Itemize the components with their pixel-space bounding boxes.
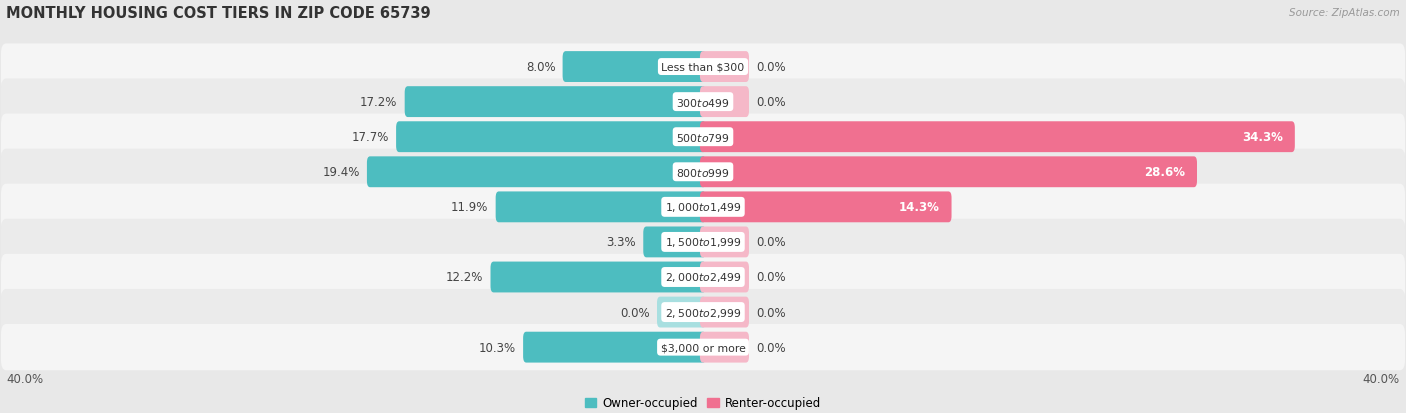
Text: 8.0%: 8.0% (526, 61, 555, 74)
FancyBboxPatch shape (1, 79, 1405, 126)
Text: Less than $300: Less than $300 (661, 62, 745, 72)
FancyBboxPatch shape (700, 262, 749, 293)
FancyBboxPatch shape (405, 87, 706, 118)
FancyBboxPatch shape (644, 227, 706, 258)
Text: 0.0%: 0.0% (756, 96, 786, 109)
FancyBboxPatch shape (700, 227, 749, 258)
FancyBboxPatch shape (523, 332, 706, 363)
Legend: Owner-occupied, Renter-occupied: Owner-occupied, Renter-occupied (579, 392, 827, 413)
Text: MONTHLY HOUSING COST TIERS IN ZIP CODE 65739: MONTHLY HOUSING COST TIERS IN ZIP CODE 6… (6, 6, 430, 21)
Text: 11.9%: 11.9% (451, 201, 488, 214)
FancyBboxPatch shape (700, 122, 1295, 153)
Text: 0.0%: 0.0% (756, 61, 786, 74)
Text: 17.2%: 17.2% (360, 96, 398, 109)
Text: 3.3%: 3.3% (606, 236, 636, 249)
Text: $2,500 to $2,999: $2,500 to $2,999 (665, 306, 741, 319)
FancyBboxPatch shape (1, 149, 1405, 195)
Text: $300 to $499: $300 to $499 (676, 96, 730, 108)
Text: $1,500 to $1,999: $1,500 to $1,999 (665, 236, 741, 249)
FancyBboxPatch shape (562, 52, 706, 83)
Text: 28.6%: 28.6% (1144, 166, 1185, 179)
Text: 0.0%: 0.0% (756, 306, 786, 319)
Text: 17.7%: 17.7% (352, 131, 389, 144)
Text: $500 to $799: $500 to $799 (676, 131, 730, 143)
Text: 40.0%: 40.0% (6, 372, 44, 385)
Text: 19.4%: 19.4% (322, 166, 360, 179)
Text: 0.0%: 0.0% (756, 341, 786, 354)
FancyBboxPatch shape (1, 324, 1405, 370)
Text: $800 to $999: $800 to $999 (676, 166, 730, 178)
FancyBboxPatch shape (1, 114, 1405, 161)
FancyBboxPatch shape (657, 297, 706, 328)
Text: 0.0%: 0.0% (620, 306, 650, 319)
Text: 0.0%: 0.0% (756, 271, 786, 284)
FancyBboxPatch shape (367, 157, 706, 188)
FancyBboxPatch shape (700, 192, 952, 223)
FancyBboxPatch shape (396, 122, 706, 153)
Text: 34.3%: 34.3% (1243, 131, 1284, 144)
FancyBboxPatch shape (496, 192, 706, 223)
FancyBboxPatch shape (1, 44, 1405, 90)
Text: $3,000 or more: $3,000 or more (661, 342, 745, 352)
FancyBboxPatch shape (491, 262, 706, 293)
FancyBboxPatch shape (1, 219, 1405, 266)
FancyBboxPatch shape (700, 157, 1197, 188)
FancyBboxPatch shape (700, 332, 749, 363)
Text: 0.0%: 0.0% (756, 236, 786, 249)
FancyBboxPatch shape (1, 289, 1405, 335)
Text: 10.3%: 10.3% (479, 341, 516, 354)
Text: $2,000 to $2,499: $2,000 to $2,499 (665, 271, 741, 284)
FancyBboxPatch shape (700, 87, 749, 118)
FancyBboxPatch shape (1, 184, 1405, 230)
Text: $1,000 to $1,499: $1,000 to $1,499 (665, 201, 741, 214)
Text: 40.0%: 40.0% (1362, 372, 1400, 385)
Text: Source: ZipAtlas.com: Source: ZipAtlas.com (1289, 8, 1400, 18)
Text: 14.3%: 14.3% (898, 201, 939, 214)
FancyBboxPatch shape (700, 297, 749, 328)
FancyBboxPatch shape (1, 254, 1405, 300)
Text: 12.2%: 12.2% (446, 271, 484, 284)
FancyBboxPatch shape (700, 52, 749, 83)
